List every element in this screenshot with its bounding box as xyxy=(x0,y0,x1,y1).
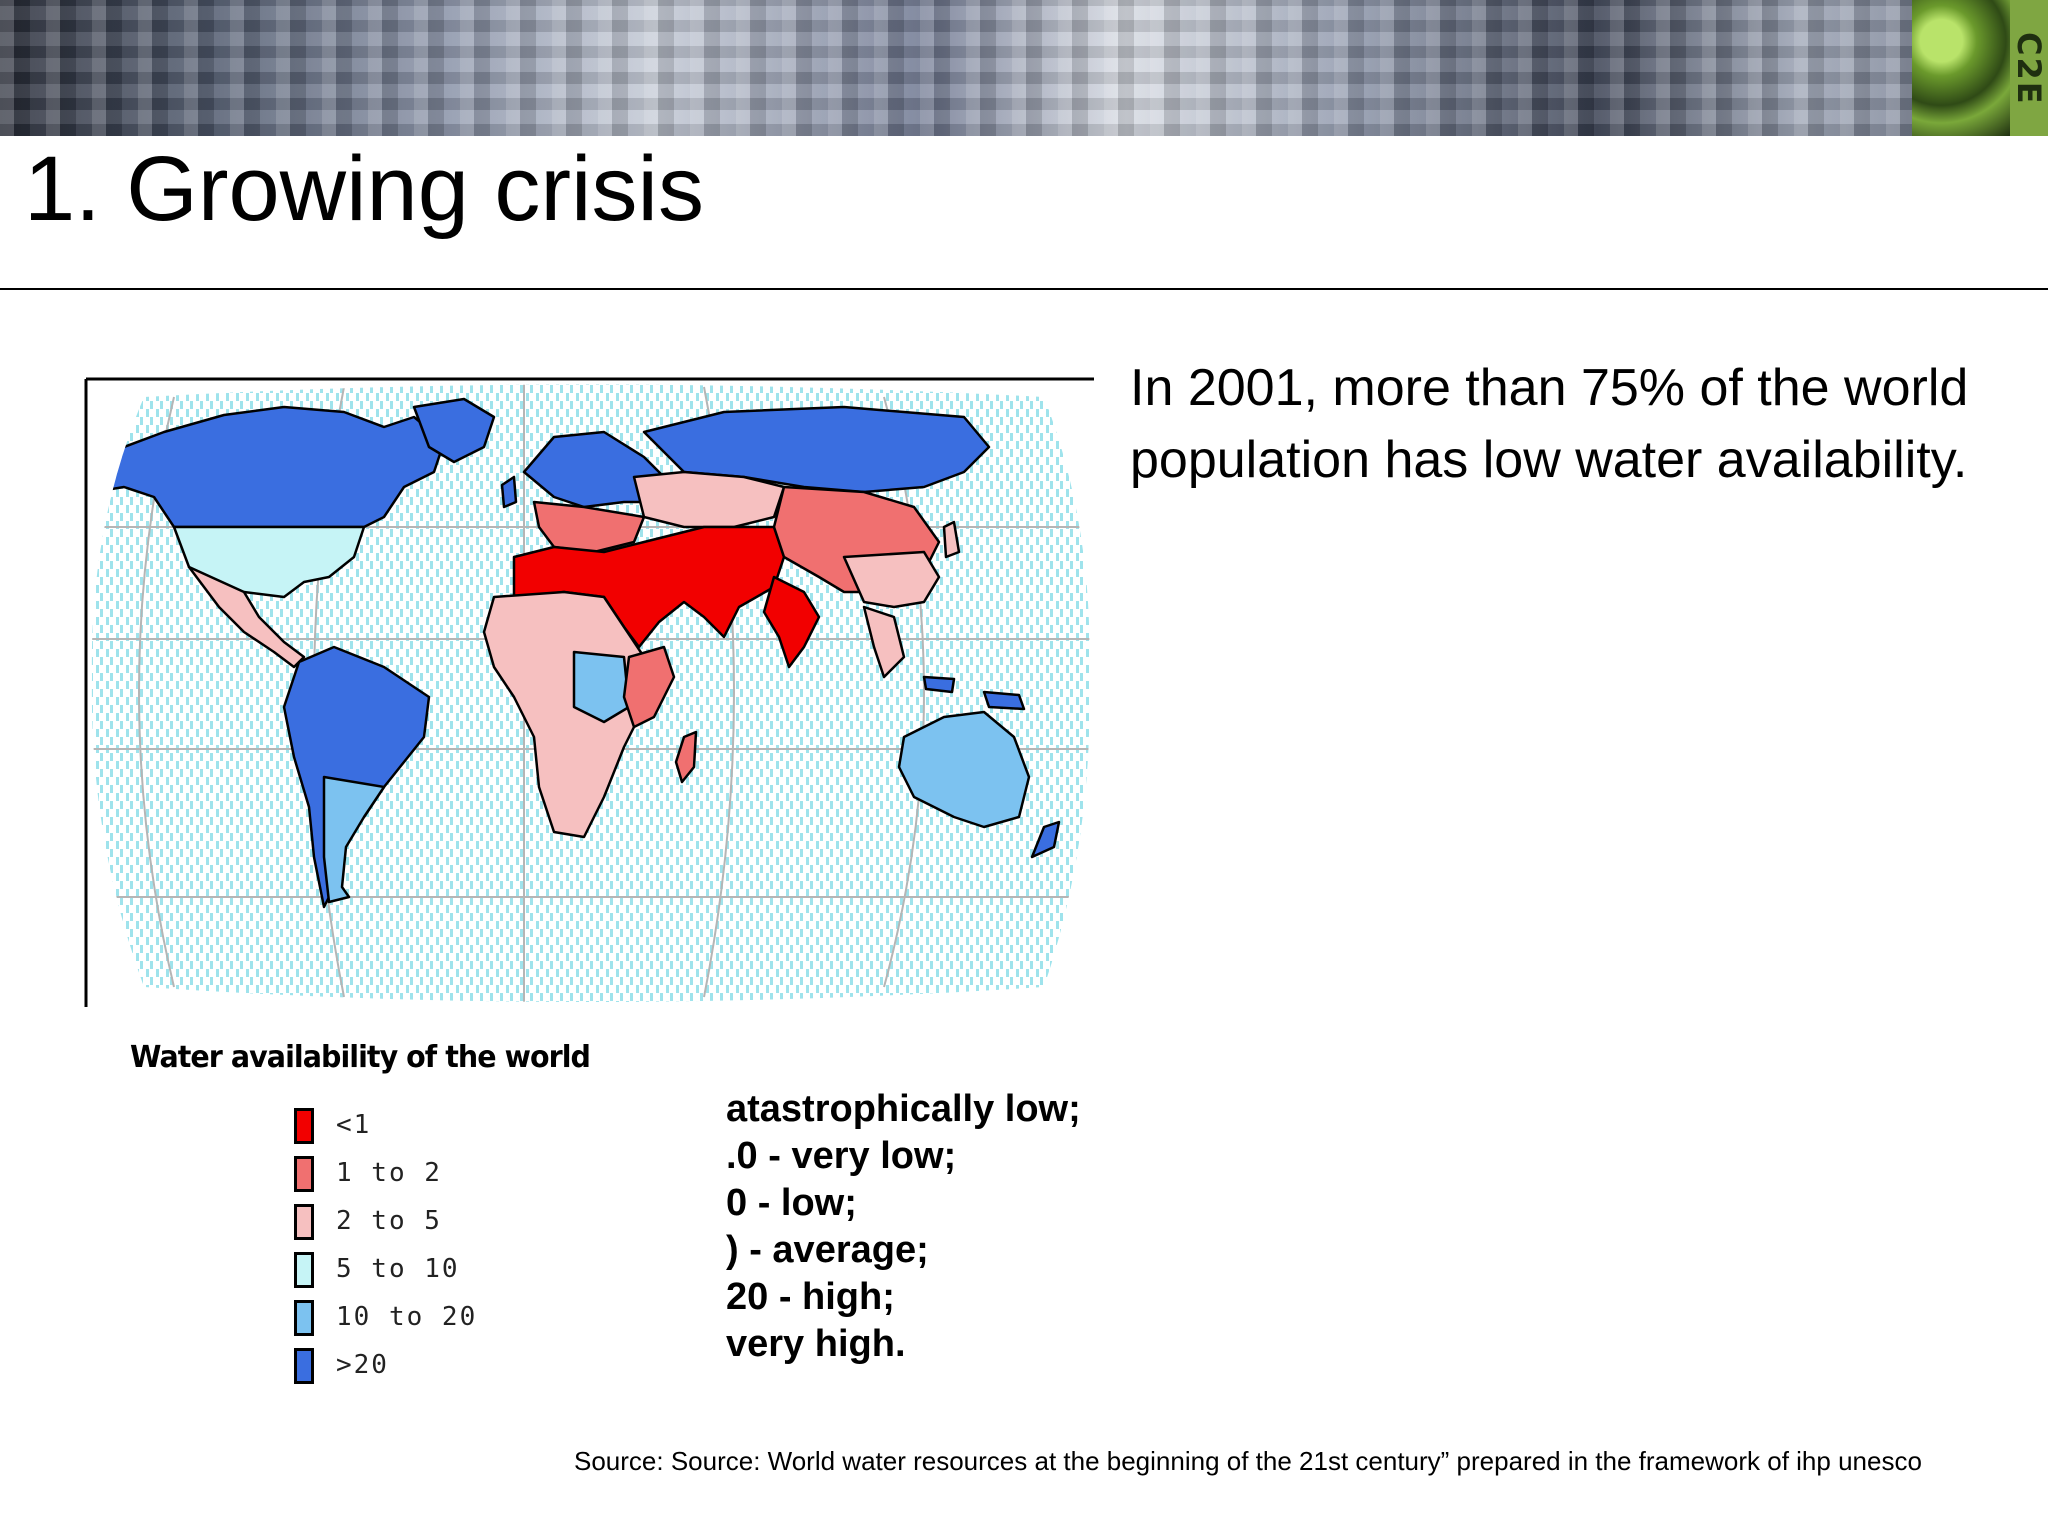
logo-strip xyxy=(2010,0,2048,136)
legend-description: 20 - high; xyxy=(726,1276,895,1318)
legend-swatch xyxy=(294,1108,314,1144)
leaf-photo-icon xyxy=(1912,0,2010,136)
header-banner: C2E xyxy=(0,0,2048,136)
legend-value: <1 xyxy=(336,1110,372,1140)
legend-value: 1 to 2 xyxy=(336,1158,442,1188)
legend-value: 2 to 5 xyxy=(336,1206,442,1236)
main-bullet-text: In 2001, more than 75% of the world popu… xyxy=(1130,359,1969,489)
legend-value: 10 to 20 xyxy=(336,1302,478,1332)
legend-description: ) - average; xyxy=(726,1229,929,1271)
slide-title: 1. Growing crisis xyxy=(24,138,704,240)
legend-swatch xyxy=(294,1348,314,1384)
legend-swatch xyxy=(294,1300,314,1336)
logo-text: C2E xyxy=(2010,32,2048,106)
world-map xyxy=(84,377,1094,1007)
world-map-icon xyxy=(84,377,1094,1007)
legend-description: .0 - very low; xyxy=(726,1135,957,1177)
legend-swatch xyxy=(294,1156,314,1192)
legend-description: very high. xyxy=(726,1323,906,1365)
legend-description: 0 - low; xyxy=(726,1182,857,1224)
legend-value: >20 xyxy=(336,1350,389,1380)
source-citation: Source: Source: World water resources at… xyxy=(574,1446,1922,1476)
legend-swatch xyxy=(294,1204,314,1240)
title-divider xyxy=(0,288,2048,290)
legend-value: 5 to 10 xyxy=(336,1254,460,1284)
legend-description: atastrophically low; xyxy=(726,1088,1081,1130)
legend-descriptions: atastrophically low; .0 - very low; 0 - … xyxy=(726,1086,1146,1376)
legend-title: Water availability of the world xyxy=(130,1040,591,1075)
satellite-clouds-photo xyxy=(0,0,2048,136)
legend-swatch xyxy=(294,1252,314,1288)
